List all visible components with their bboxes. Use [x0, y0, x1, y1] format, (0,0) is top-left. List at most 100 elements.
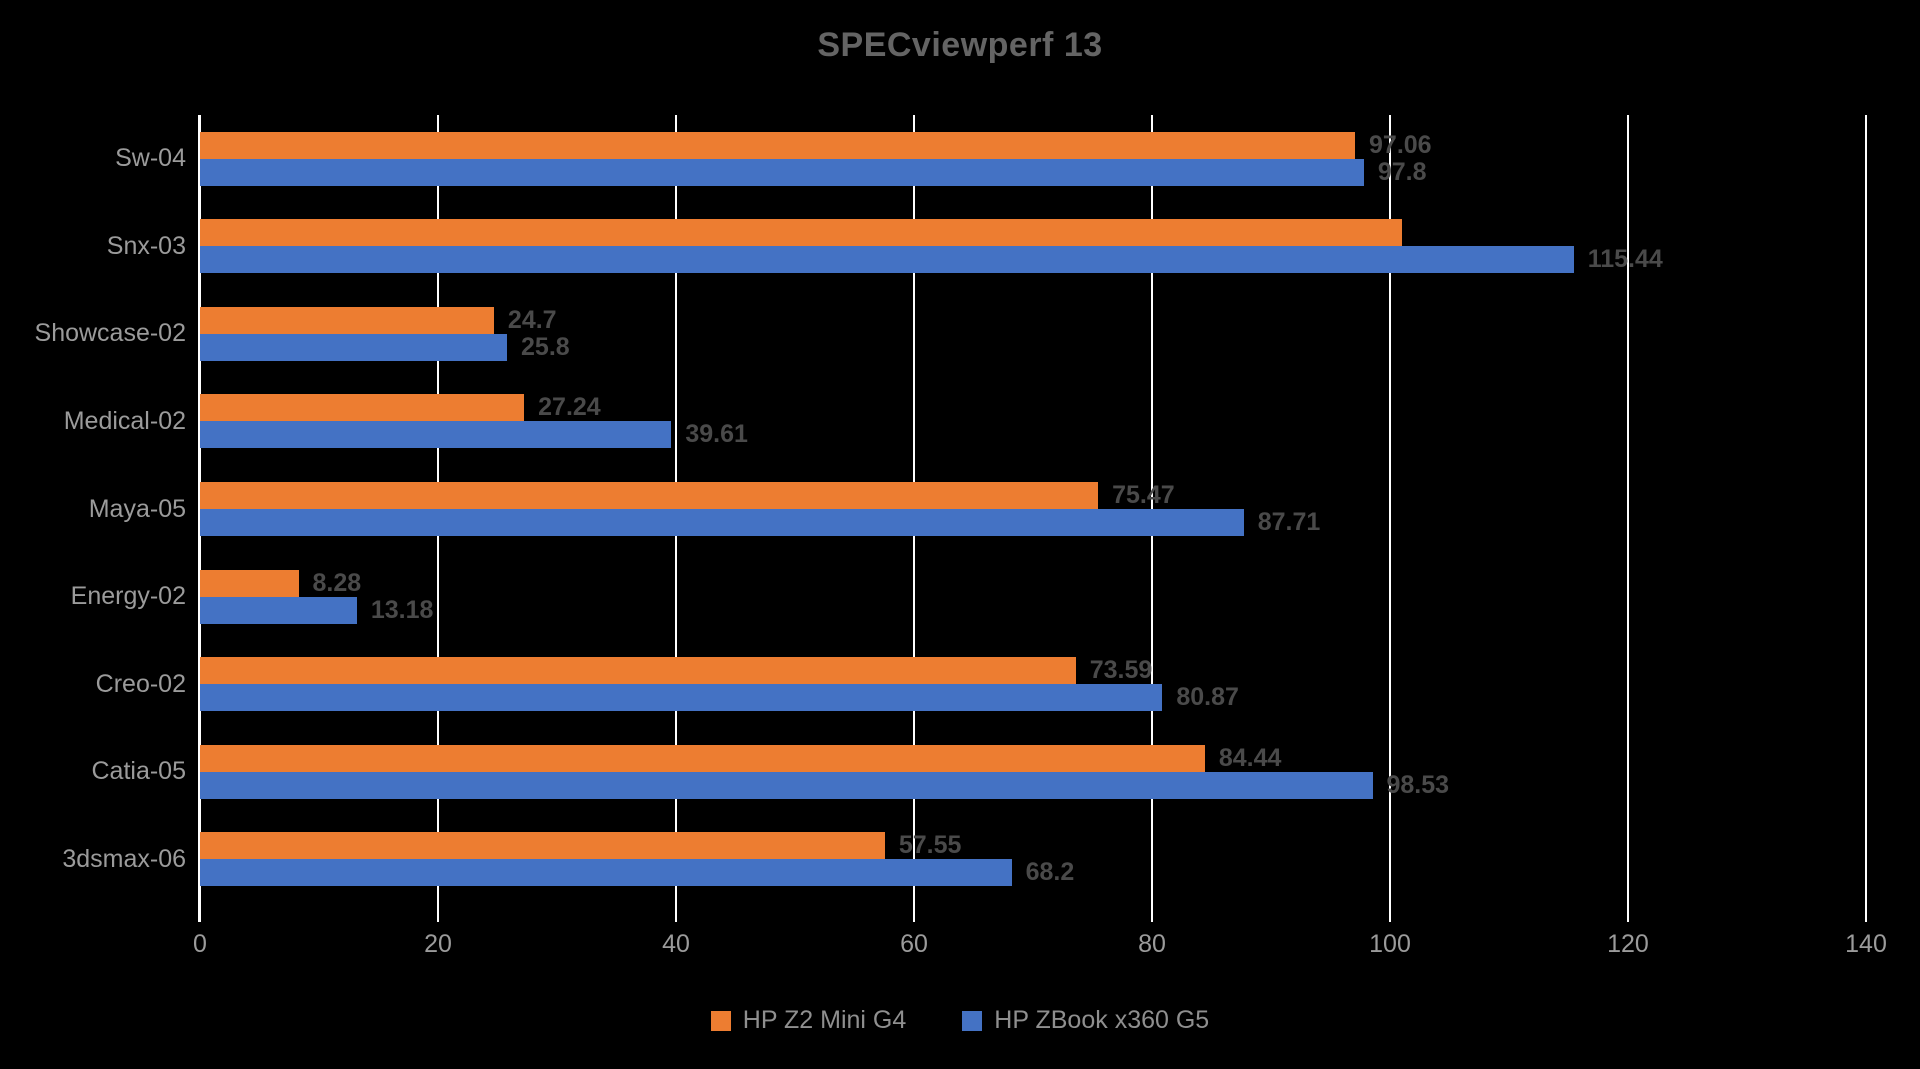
data-label-hp-z2-mini-g4-sw-04: 97.06 [1369, 130, 1432, 159]
bar-line-hp-zbook-x360-g5: 13.18 [200, 595, 1866, 624]
bar-group-3dsmax-06: 57.55 68.2 [200, 815, 1866, 903]
gridline-120 [1626, 115, 1629, 903]
data-label-hp-z2-mini-g4-energy-02: 8.28 [312, 568, 362, 597]
bar-hp-z2-mini-g4-maya-05 [200, 481, 1099, 509]
bar-hp-z2-mini-g4-medical-02 [200, 394, 525, 422]
data-label-hp-z2-mini-g4-medical-02: 27.24 [538, 393, 601, 422]
bar-group-energy-02: 8.28 13.18 [200, 553, 1866, 641]
data-label-hp-zbook-x360-g5-snx-03: 115.44 [1587, 245, 1663, 274]
tick-mark-20 [437, 903, 439, 922]
legend-item-hp-z2-mini-g4: HP Z2 Mini G4 [710, 1006, 907, 1035]
tick-mark-140 [1865, 903, 1867, 922]
bar-hp-z2-mini-g4-creo-02 [200, 657, 1076, 685]
data-label-hp-z2-mini-g4-creo-02: 73.59 [1089, 656, 1153, 685]
bar-group-snx-03: 115.44 [200, 203, 1866, 291]
data-label-hp-zbook-x360-g5-sw-04: 97.8 [1377, 157, 1427, 186]
category-label-creo-02: Creo-02 [95, 669, 186, 698]
bar-line-hp-z2-mini-g4: 73.59 [200, 656, 1866, 685]
category-label-showcase-02: Showcase-02 [34, 319, 186, 348]
bar-line-hp-zbook-x360-g5: 68.2 [200, 858, 1866, 887]
bar-hp-zbook-x360-g5-creo-02 [200, 684, 1163, 712]
tick-mark-100 [1389, 903, 1391, 922]
data-label-hp-zbook-x360-g5-catia-05: 98.53 [1386, 770, 1450, 799]
x-tick-label-120: 120 [1607, 930, 1649, 958]
bar-hp-zbook-x360-g5-catia-05 [200, 771, 1373, 799]
tick-mark-0 [199, 903, 201, 922]
legend-swatch-icon [710, 1010, 731, 1031]
bar-hp-zbook-x360-g5-snx-03 [200, 246, 1574, 274]
gridline-100 [1389, 115, 1391, 903]
bar-line-hp-zbook-x360-g5: 97.8 [200, 157, 1866, 186]
category-label-maya-05: Maya-05 [88, 494, 186, 523]
x-tick-label-20: 20 [424, 930, 452, 958]
bar-line-hp-zbook-x360-g5: 80.87 [200, 683, 1866, 712]
bar-hp-z2-mini-g4-snx-03 [200, 219, 1402, 247]
data-label-hp-z2-mini-g4-3dsmax-06: 57.55 [898, 831, 962, 860]
category-label-medical-02: Medical-02 [63, 406, 186, 435]
x-tick-label-100: 100 [1369, 930, 1411, 958]
data-label-hp-zbook-x360-g5-creo-02: 80.87 [1176, 683, 1239, 712]
bar-line-hp-z2-mini-g4: 8.28 [200, 568, 1866, 597]
category-label-snx-03: Snx-03 [106, 231, 186, 260]
category-label-energy-02: Energy-02 [70, 582, 186, 611]
bar-hp-zbook-x360-g5-maya-05 [200, 508, 1244, 536]
bar-line-hp-z2-mini-g4 [200, 219, 1866, 247]
plot-area: 97.06 97.8 115.44 24.7 25.8 27.24 39.61 75.47 87… [198, 115, 1867, 922]
legend-label-hp-zbook-x360-g5: HP ZBook x360 G5 [994, 1006, 1210, 1034]
bar-line-hp-zbook-x360-g5: 39.61 [200, 420, 1866, 449]
bar-hp-zbook-x360-g5-showcase-02 [200, 333, 508, 361]
chart-title: SPECviewperf 13 [817, 26, 1103, 64]
data-label-hp-z2-mini-g4-catia-05: 84.44 [1218, 743, 1282, 772]
legend-label-hp-z2-mini-g4: HP Z2 Mini G4 [742, 1006, 907, 1034]
legend-swatch-icon [962, 1010, 983, 1031]
bar-group-sw-04: 97.06 97.8 [200, 115, 1866, 203]
category-axis: Sw-04 Snx-03 Showcase-02 Medical-02 Maya-05 E… [0, 115, 186, 903]
bar-group-catia-05: 84.44 98.53 [200, 728, 1866, 816]
x-tick-label-0: 0 [193, 930, 207, 958]
x-tick-label-80: 80 [1138, 930, 1166, 958]
bar-line-hp-z2-mini-g4: 75.47 [200, 480, 1866, 509]
tick-mark-80 [1151, 903, 1153, 922]
bar-line-hp-z2-mini-g4: 57.55 [200, 831, 1866, 860]
y-axis-line [198, 115, 201, 922]
category-label-sw-04: Sw-04 [115, 144, 186, 173]
legend-item-hp-zbook-x360-g5: HP ZBook x360 G5 [962, 1006, 1209, 1035]
data-label-hp-zbook-x360-g5-medical-02: 39.61 [685, 420, 748, 449]
data-label-hp-z2-mini-g4-maya-05: 75.47 [1112, 480, 1175, 509]
x-tick-label-40: 40 [662, 930, 690, 958]
bar-line-hp-z2-mini-g4: 27.24 [200, 393, 1866, 422]
bar-line-hp-zbook-x360-g5: 115.44 [200, 245, 1866, 274]
tick-mark-40 [674, 903, 677, 922]
bar-hp-z2-mini-g4-catia-05 [200, 744, 1205, 772]
bar-line-hp-z2-mini-g4: 97.06 [200, 130, 1866, 159]
bar-group-showcase-02: 24.7 25.8 [200, 290, 1866, 378]
bar-hp-zbook-x360-g5-energy-02 [200, 596, 357, 624]
bar-hp-zbook-x360-g5-3dsmax-06 [200, 859, 1012, 887]
bar-hp-z2-mini-g4-showcase-02 [200, 306, 494, 334]
bar-group-creo-02: 73.59 80.87 [200, 640, 1866, 728]
bar-line-hp-zbook-x360-g5: 25.8 [200, 332, 1866, 361]
x-axis-ticks: 0 20 40 60 80 100 120 140 [193, 930, 1887, 962]
bar-line-hp-z2-mini-g4: 24.7 [200, 305, 1866, 334]
tick-mark-120 [1626, 903, 1629, 922]
x-tick-label-60: 60 [900, 930, 928, 958]
legend: HP Z2 Mini G4 HP ZBook x360 G5 [0, 1006, 1920, 1035]
tick-mark-60 [912, 903, 915, 922]
bar-hp-z2-mini-g4-3dsmax-06 [200, 832, 885, 860]
data-label-hp-zbook-x360-g5-3dsmax-06: 68.2 [1025, 858, 1075, 887]
bar-line-hp-zbook-x360-g5: 87.71 [200, 507, 1866, 536]
bar-group-maya-05: 75.47 87.71 [200, 465, 1866, 553]
data-label-hp-zbook-x360-g5-maya-05: 87.71 [1257, 507, 1321, 536]
data-label-hp-z2-mini-g4-showcase-02: 24.7 [507, 305, 557, 334]
data-label-hp-zbook-x360-g5-showcase-02: 25.8 [521, 332, 570, 361]
gridline-140 [1865, 115, 1867, 903]
x-tick-label-140: 140 [1845, 930, 1887, 958]
bar-hp-zbook-x360-g5-medical-02 [200, 421, 672, 449]
bar-line-hp-z2-mini-g4: 84.44 [200, 743, 1866, 772]
bar-hp-z2-mini-g4-energy-02 [200, 569, 299, 597]
category-label-catia-05: Catia-05 [91, 757, 187, 786]
data-label-hp-zbook-x360-g5-energy-02: 13.18 [370, 595, 434, 624]
bar-group-medical-02: 27.24 39.61 [200, 378, 1866, 466]
bar-hp-z2-mini-g4-sw-04 [200, 131, 1356, 159]
